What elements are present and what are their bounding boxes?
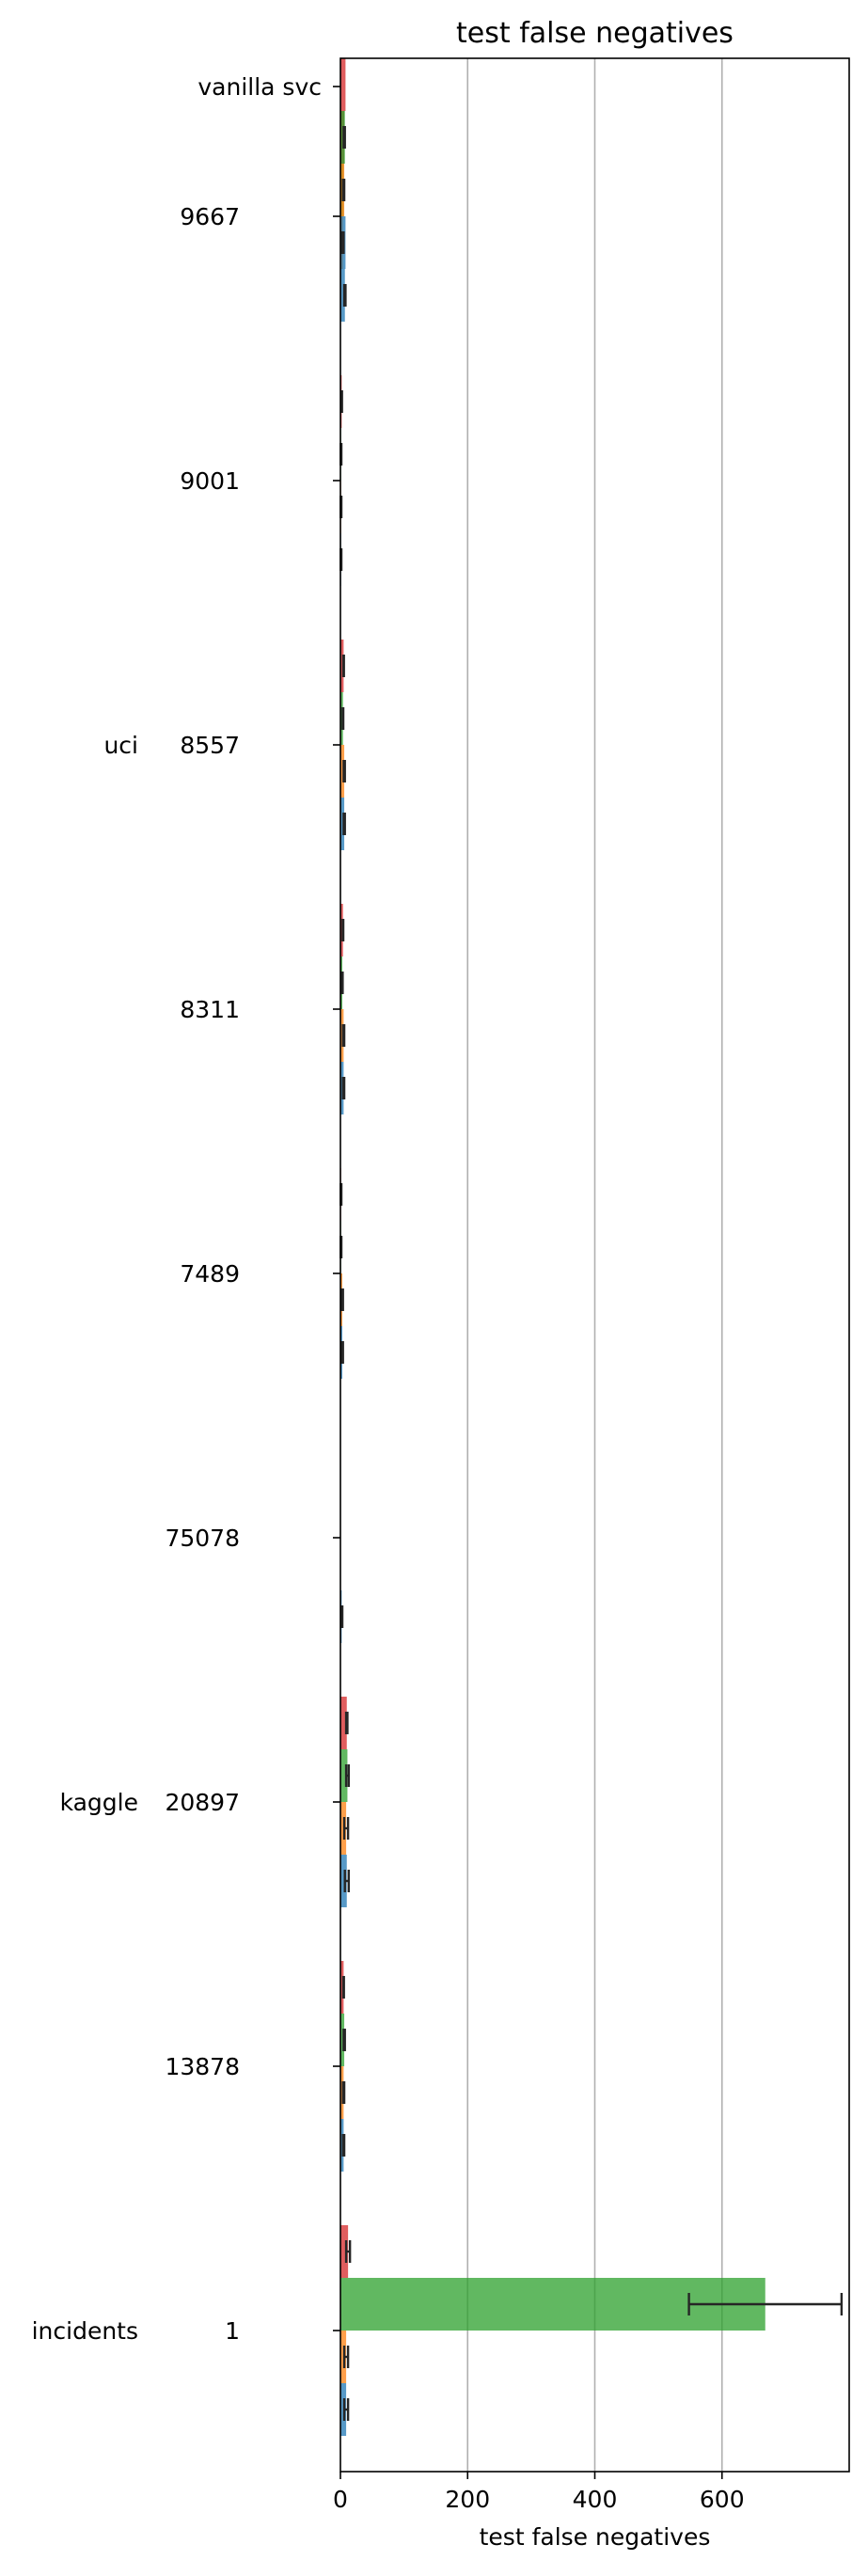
x-tick-label: 200 — [445, 2486, 490, 2513]
y-tick-label: 20897 — [165, 1789, 240, 1816]
bar — [340, 640, 344, 692]
x-axis-ticks: 0 200 400 600 — [333, 2472, 745, 2513]
bar — [340, 2014, 345, 2066]
group-labels: uci kaggle incidents — [32, 732, 138, 2345]
y-tick-label: 8557 — [180, 732, 240, 759]
bar — [340, 269, 345, 322]
bar — [340, 798, 345, 850]
x-tick-label: 600 — [700, 2486, 745, 2513]
y-tick-label: 9001 — [180, 467, 240, 495]
y-axis-ticks: vanilla svc 9667 9001 8557 8311 7489 75078 2089… — [165, 73, 340, 2345]
y-tick-label: 75078 — [165, 1525, 240, 1552]
bar — [340, 1961, 344, 2014]
x-axis-label: test false negatives — [480, 2523, 711, 2551]
group-label: uci — [103, 732, 138, 759]
chart-title: test false negatives — [456, 17, 734, 50]
y-tick-label: 8311 — [180, 996, 240, 1023]
y-tick-label: vanilla svc — [197, 73, 322, 101]
bar — [340, 58, 346, 111]
grid-lines — [466, 58, 723, 2472]
group-label: incidents — [32, 2317, 138, 2345]
error-bars — [339, 126, 844, 2421]
y-tick-label: 13878 — [165, 2053, 240, 2080]
y-tick-label: 9667 — [180, 203, 240, 230]
y-tick-label: 1 — [225, 2317, 240, 2345]
bar — [340, 745, 345, 798]
y-tick-label: 7489 — [180, 1260, 240, 1288]
bar — [340, 2225, 349, 2278]
bars — [340, 58, 765, 2436]
bar — [340, 1697, 347, 1749]
group-label: kaggle — [60, 1789, 138, 1816]
x-tick-label: 400 — [573, 2486, 618, 2513]
bar — [340, 1749, 348, 1802]
x-tick-label: 0 — [333, 2486, 348, 2513]
bar — [340, 1855, 347, 1907]
